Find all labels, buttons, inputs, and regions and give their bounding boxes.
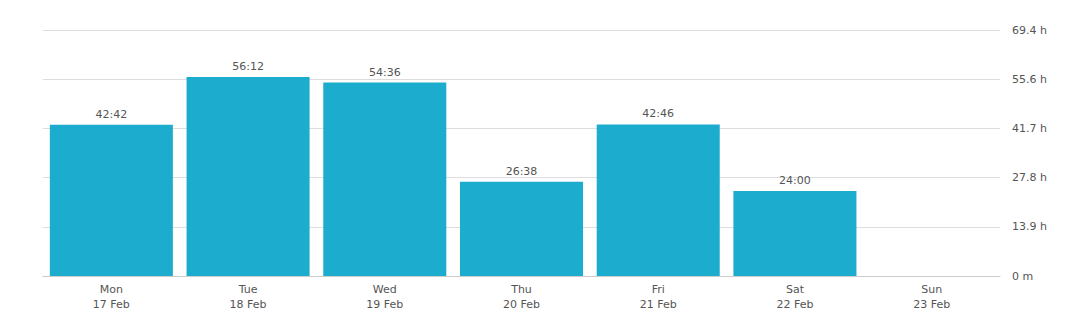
svg-text:Fri: Fri bbox=[652, 283, 665, 296]
svg-text:22 Feb: 22 Feb bbox=[776, 298, 813, 311]
svg-text:13.9 h: 13.9 h bbox=[1012, 220, 1047, 233]
svg-text:19 Feb: 19 Feb bbox=[366, 298, 403, 311]
svg-text:54:36: 54:36 bbox=[369, 66, 401, 79]
svg-text:27.8 h: 27.8 h bbox=[1012, 171, 1047, 184]
svg-text:0 m: 0 m bbox=[1012, 270, 1033, 283]
svg-text:17 Feb: 17 Feb bbox=[93, 298, 130, 311]
svg-text:42:46: 42:46 bbox=[642, 107, 674, 120]
svg-text:18 Feb: 18 Feb bbox=[230, 298, 267, 311]
svg-text:21 Feb: 21 Feb bbox=[640, 298, 677, 311]
svg-text:Mon: Mon bbox=[100, 283, 123, 296]
svg-text:24:00: 24:00 bbox=[779, 174, 811, 187]
svg-text:26:38: 26:38 bbox=[506, 165, 538, 178]
svg-text:41.7 h: 41.7 h bbox=[1012, 122, 1047, 135]
svg-text:20 Feb: 20 Feb bbox=[503, 298, 540, 311]
svg-text:Sat: Sat bbox=[786, 283, 805, 296]
svg-text:23 Feb: 23 Feb bbox=[913, 298, 950, 311]
svg-text:Wed: Wed bbox=[373, 283, 397, 296]
svg-text:56:12: 56:12 bbox=[232, 60, 264, 73]
svg-text:Thu: Thu bbox=[510, 283, 532, 296]
svg-text:69.4 h: 69.4 h bbox=[1012, 24, 1047, 37]
svg-text:Tue: Tue bbox=[238, 283, 258, 296]
svg-text:55.6 h: 55.6 h bbox=[1012, 73, 1047, 86]
svg-text:42:42: 42:42 bbox=[96, 108, 128, 121]
svg-text:Sun: Sun bbox=[921, 283, 942, 296]
